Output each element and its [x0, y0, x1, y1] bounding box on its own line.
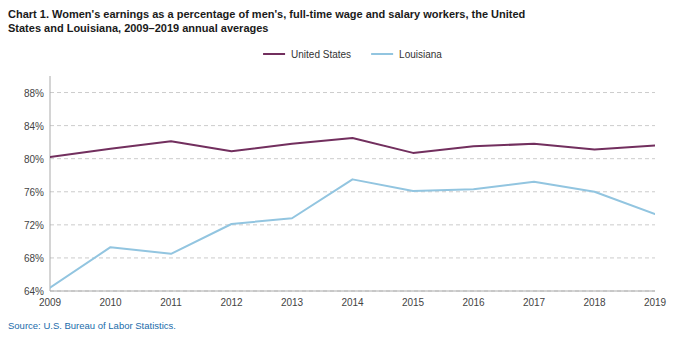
y-tick-label: 84% [24, 121, 44, 132]
legend-label: Louisiana [399, 49, 442, 60]
y-tick-label: 72% [24, 220, 44, 231]
title: Chart 1. Women's earnings as a percentag… [8, 8, 525, 34]
chart: Chart 1. Women's earnings as a percentag… [0, 0, 673, 337]
legend-label: United States [291, 49, 351, 60]
grid-line [50, 158, 655, 159]
legend-swatch [371, 53, 393, 55]
x-tick-label: 2016 [462, 297, 485, 308]
x-tick-label: 2013 [281, 297, 304, 308]
legend-item: United States [263, 49, 351, 60]
x-tick-label: 2018 [583, 297, 606, 308]
y-axis-line [50, 76, 51, 291]
x-tick-label: 2017 [523, 297, 546, 308]
y-tick-label: 64% [24, 286, 44, 297]
legend-item: Louisiana [371, 49, 442, 60]
x-tick-label: 2014 [341, 297, 364, 308]
title-line: States and Louisiana, 2009–2019 annual a… [8, 22, 268, 34]
grid-line [50, 257, 655, 258]
x-tick-label: 2010 [99, 297, 122, 308]
y-tick-label: 80% [24, 154, 44, 165]
source-note: Source: U.S. Bureau of Labor Statistics. [8, 320, 176, 331]
x-tick-label: 2011 [160, 297, 182, 308]
y-tick-label: 68% [24, 253, 44, 264]
x-tick-label: 2009 [39, 297, 62, 308]
grid-line [50, 191, 655, 192]
grid-line [50, 291, 655, 292]
y-tick-label: 88% [24, 88, 44, 99]
grid-line [50, 125, 655, 126]
grid-line [50, 92, 655, 93]
series-group [50, 138, 655, 288]
x-tick-label: 2019 [644, 297, 667, 308]
x-axis-line [50, 291, 655, 292]
legend: United States Louisiana [263, 49, 442, 60]
series-line [50, 138, 655, 157]
title-line: Chart 1. Women's earnings as a percentag… [8, 8, 525, 20]
x-tick-label: 2012 [220, 297, 243, 308]
y-tick-label: 76% [24, 187, 44, 198]
grid-line [50, 224, 655, 225]
x-tick-label: 2015 [402, 297, 425, 308]
legend-swatch [263, 53, 285, 55]
y-grid [50, 93, 655, 291]
background [0, 0, 673, 337]
series-line [50, 179, 655, 287]
